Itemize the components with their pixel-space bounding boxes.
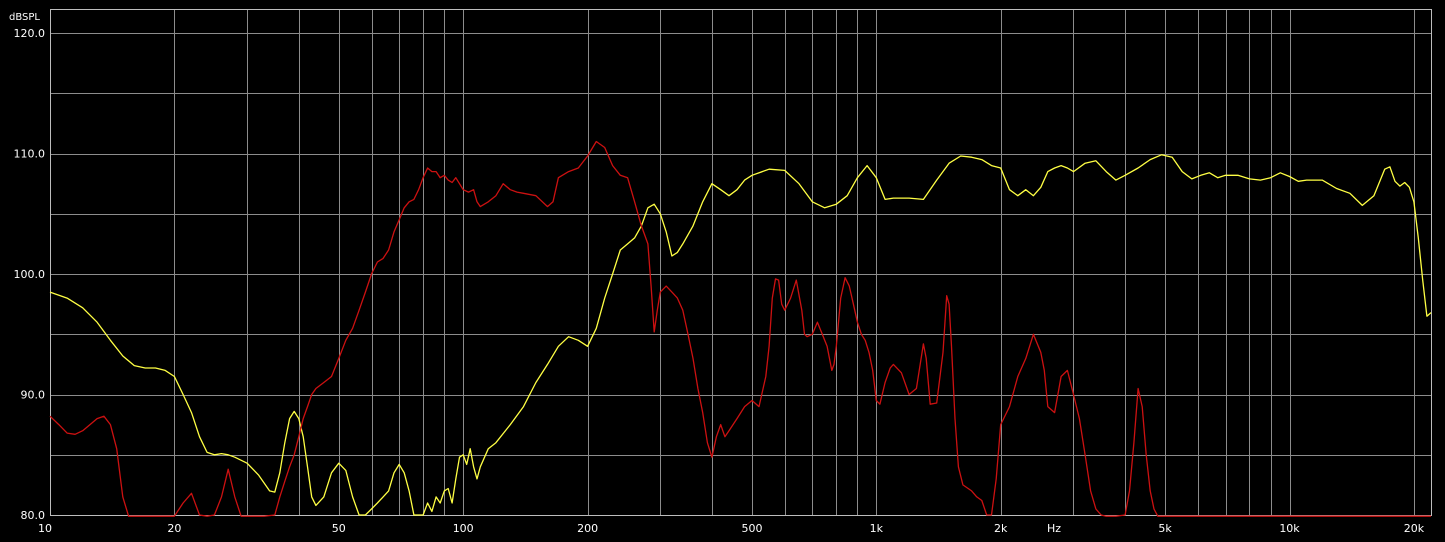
x-tick-label-2: 50 [332,522,346,535]
tick-labels: 10 20 50 100 200 500 1k 2k 5k 10k 20k 80.0 90.0 100.0… [14,27,1425,535]
x-tick-label-10: 20k [1404,522,1425,535]
x-tick-label-7: 2k [994,522,1008,535]
series-layer [49,140,1432,517]
x-tick-label-5: 500 [742,522,763,535]
plot-border [50,9,1432,516]
y-axis-label: dBSPL [9,12,40,23]
x-tick-label-3: 100 [453,522,474,535]
y-tick-label-0: 80.0 [21,509,46,522]
x-axis-unit-label: Hz [1047,522,1061,535]
x-tick-label-1: 20 [167,522,181,535]
x-tick-label-4: 200 [577,522,598,535]
x-tick-label-8: 5k [1158,522,1172,535]
plot-frame [50,9,1432,516]
x-tick-label-9: 10k [1279,522,1300,535]
series-1-line [49,140,1431,517]
series-0-line [49,154,1432,516]
y-tick-label-2: 100.0 [14,268,46,281]
y-tick-label-3: 110.0 [14,148,46,161]
x-tick-label-6: 1k [870,522,884,535]
major-grid [50,9,1431,515]
x-tick-label-0: 10 [38,522,52,535]
y-tick-label-1: 90.0 [21,389,46,402]
y-tick-label-4: 120.0 [14,27,46,40]
